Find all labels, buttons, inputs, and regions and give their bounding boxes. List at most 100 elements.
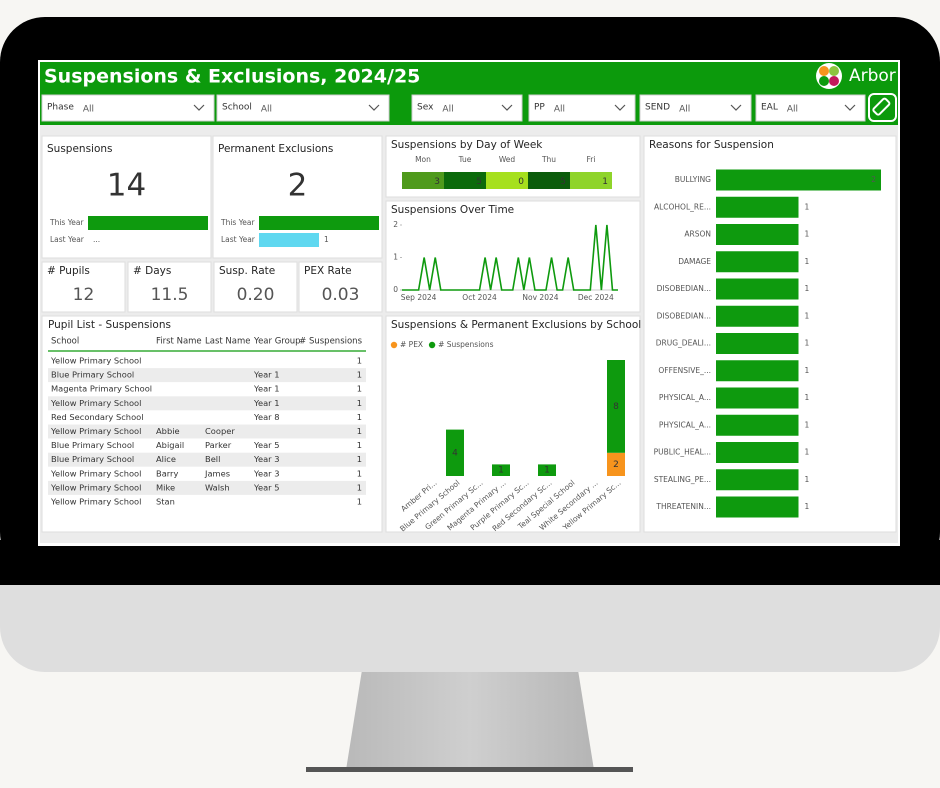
monitor-stand <box>346 670 594 770</box>
brand-logo <box>816 63 842 89</box>
series-line <box>402 224 618 291</box>
data-label: 1 <box>805 475 810 484</box>
filter-label: EAL <box>761 103 778 113</box>
bar <box>716 442 799 463</box>
y-tick-label: DAMAGE <box>678 257 711 266</box>
x-tick-label: Sep 2024 <box>401 293 437 302</box>
table-cell: 1 <box>357 412 362 422</box>
x-tick-label: Oct 2024 <box>462 293 497 302</box>
table-title: Pupil List - Suspensions <box>48 319 171 331</box>
chevron <box>844 104 856 111</box>
data-label: 1 <box>805 257 810 266</box>
monitor-bezel-bottom <box>0 540 940 585</box>
data-label: 1 <box>805 502 810 511</box>
table-cell: Red Secondary School <box>51 412 144 422</box>
heat-cell <box>444 172 486 189</box>
table-cell: 1 <box>357 440 362 450</box>
legend-swatch <box>428 341 436 349</box>
y-tick-label: 2 <box>393 220 398 229</box>
y-tick-label: 1 <box>393 253 398 262</box>
card-title: Susp. Rate <box>219 265 275 277</box>
bar-segment <box>607 360 625 453</box>
logo-leaf <box>819 66 829 76</box>
table-cell: 1 <box>357 356 362 366</box>
dashboard-title: Suspensions & Exclusions, 2024/25 <box>44 66 420 88</box>
x-tick-label: Mon <box>415 155 431 164</box>
filter-value: All <box>83 105 94 115</box>
table-cell: Year 8 <box>253 412 279 422</box>
data-label: 1 <box>602 177 608 187</box>
row-stripe <box>48 452 366 467</box>
table-cell: Year 5 <box>253 440 279 450</box>
y-tick-label: ALCOHOL_RE... <box>654 202 711 211</box>
bar <box>716 305 799 327</box>
row-stripe <box>48 480 366 495</box>
eraser-icon[interactable] <box>872 97 891 116</box>
row-stripe <box>48 424 366 439</box>
filter-label: Phase <box>47 103 74 113</box>
table-cell: Barry <box>156 468 178 478</box>
kpi-value: 2 <box>288 168 308 204</box>
row-stripe <box>48 396 366 411</box>
logo-leaf <box>819 76 829 86</box>
legend-swatch <box>390 341 398 349</box>
filter-value: All <box>554 105 565 115</box>
x-tick-label: Fri <box>587 155 596 164</box>
bar <box>716 169 881 191</box>
table-cell: Abigail <box>156 440 184 450</box>
bar-segment <box>492 464 510 476</box>
logo-leaf <box>829 66 839 76</box>
comparison-bar <box>259 233 319 247</box>
legend-label: # PEX <box>400 340 423 349</box>
filter-dropdown[interactable] <box>639 94 752 122</box>
column-header: # Suspensions <box>299 337 362 347</box>
chart-title: Suspensions & Permanent Exclusions by Sc… <box>391 319 641 331</box>
data-label: 1 <box>805 230 810 239</box>
y-tick-label: DRUG_DEALI... <box>656 339 711 348</box>
button-frame[interactable] <box>868 93 897 122</box>
table-cell: Parker <box>205 440 232 450</box>
bar <box>716 387 799 409</box>
filter-dropdown[interactable] <box>528 94 636 122</box>
bar <box>716 414 799 436</box>
data-label: 1 <box>805 284 810 293</box>
filter-dropdown[interactable] <box>216 94 390 122</box>
table-cell: Yellow Primary School <box>50 482 141 492</box>
y-tick-label: ARSON <box>684 230 711 239</box>
logo-leaf <box>829 76 839 86</box>
bar <box>716 469 799 491</box>
filter-dropdown[interactable] <box>755 94 866 122</box>
table-cell: Year 1 <box>253 384 279 394</box>
bar-segment <box>446 429 464 476</box>
card <box>41 135 212 259</box>
table-cell: Stan <box>156 497 175 507</box>
chart-title: Suspensions by Day of Week <box>391 139 543 151</box>
bar <box>716 278 799 300</box>
table-cell: Blue Primary School <box>51 440 134 450</box>
bar-label: This Year <box>220 218 256 227</box>
table-cell: Yellow Primary School <box>50 426 141 436</box>
data-label: 5 <box>560 177 566 187</box>
x-tick-label: Wed <box>499 155 516 164</box>
clear-filters-button[interactable] <box>868 93 897 122</box>
bar <box>716 224 799 245</box>
bar-label: Last Year <box>50 235 85 244</box>
card-title: # Pupils <box>47 265 90 277</box>
table-cell: Magenta Primary School <box>51 384 152 394</box>
card <box>41 315 383 533</box>
card-title: Suspensions <box>47 143 113 155</box>
filter-dropdown[interactable] <box>411 94 523 122</box>
y-tick-label: BULLYING <box>675 175 711 184</box>
column-header: First Name <box>156 337 202 347</box>
comparison-bar <box>88 216 208 230</box>
filter-dropdown[interactable] <box>41 94 215 122</box>
table-cell: 1 <box>357 482 362 492</box>
bar-segment <box>538 464 556 476</box>
brand-name: Arbor <box>849 66 896 86</box>
x-tick-label: Tue <box>458 155 472 164</box>
y-tick-label: THREATENIN... <box>655 502 711 511</box>
kpi-value: 14 <box>107 168 146 204</box>
table-cell: Yellow Primary School <box>50 468 141 478</box>
table-cell: Year 3 <box>253 468 279 478</box>
data-label: 1 <box>805 339 810 348</box>
